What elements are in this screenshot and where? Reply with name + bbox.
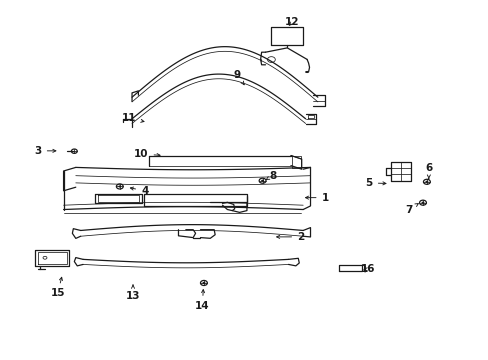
- Text: 5: 5: [365, 178, 385, 188]
- Text: 4: 4: [130, 186, 148, 196]
- Circle shape: [202, 282, 205, 284]
- Text: 14: 14: [195, 289, 209, 311]
- Circle shape: [261, 180, 264, 182]
- Text: 2: 2: [276, 232, 304, 242]
- Text: 6: 6: [425, 163, 431, 179]
- Text: 1: 1: [305, 193, 328, 203]
- Text: 13: 13: [125, 285, 140, 301]
- Circle shape: [118, 185, 121, 188]
- Circle shape: [305, 71, 308, 73]
- Text: 3: 3: [35, 146, 56, 156]
- Text: 12: 12: [285, 17, 299, 27]
- Text: 10: 10: [134, 149, 160, 159]
- Text: 15: 15: [50, 277, 65, 298]
- Text: 9: 9: [233, 69, 244, 85]
- Text: 11: 11: [122, 113, 143, 123]
- Circle shape: [421, 202, 424, 204]
- Text: 16: 16: [360, 264, 374, 274]
- Text: 8: 8: [265, 171, 276, 181]
- Circle shape: [425, 181, 427, 183]
- Text: 7: 7: [404, 204, 417, 215]
